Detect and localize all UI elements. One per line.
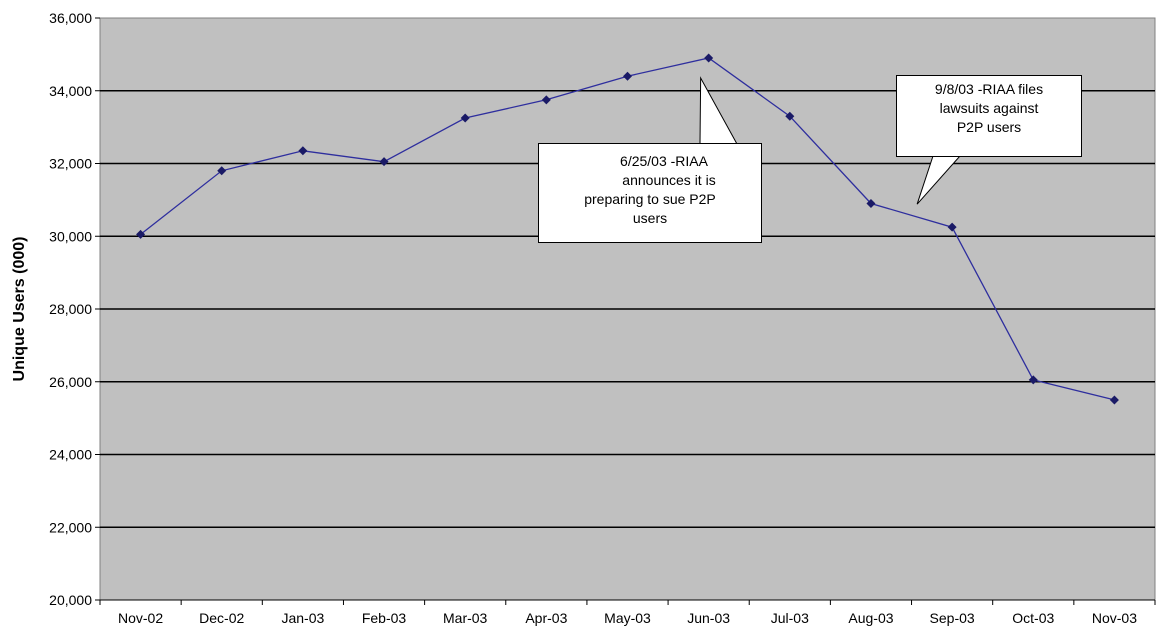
callout-line: lawsuits against (939, 100, 1039, 116)
data-point (541, 95, 551, 105)
x-tick-label: Apr-03 (525, 610, 567, 626)
y-tick-label: 32,000 (49, 156, 92, 172)
y-tick-label: 36,000 (49, 10, 92, 26)
x-tick-label: Nov-02 (118, 610, 163, 626)
callout-line: announces it is (622, 172, 716, 188)
callout-line: 6/25/03 -RIAA (620, 153, 708, 169)
x-tick-label: Nov-03 (1092, 610, 1137, 626)
data-point (298, 146, 308, 156)
data-point (1109, 395, 1119, 405)
callout-riaa-lawsuits: 9/8/03 -RIAA files lawsuits against P2P … (896, 75, 1082, 157)
y-axis-title: Unique Users (000) (11, 237, 28, 382)
data-point (379, 157, 389, 167)
data-point (785, 111, 795, 121)
y-axis-ticks: 20,000 22,000 24,000 26,000 28,000 30,000 32,0… (49, 10, 100, 608)
callout-line: users (632, 210, 668, 226)
callout-line: preparing to sue P2P (584, 191, 716, 207)
x-tick-label: Feb-03 (362, 610, 407, 626)
y-tick-label: 30,000 (49, 228, 92, 244)
data-point (136, 229, 146, 239)
y-tick-label: 26,000 (49, 374, 92, 390)
x-tick-label: Oct-03 (1012, 610, 1054, 626)
x-tick-label: Jan-03 (281, 610, 324, 626)
x-tick-label: May-03 (604, 610, 651, 626)
y-tick-label: 28,000 (49, 301, 92, 317)
x-tick-label: Aug-03 (848, 610, 893, 626)
x-tick-label: Jun-03 (687, 610, 730, 626)
y-tick-label: 24,000 (49, 447, 92, 463)
callout-line: 9/8/03 -RIAA files (934, 81, 1044, 97)
data-point (947, 222, 957, 232)
x-tick-label: Mar-03 (443, 610, 488, 626)
x-tick-label: Jul-03 (771, 610, 809, 626)
data-point (217, 166, 227, 176)
x-tick-label: Dec-02 (199, 610, 244, 626)
callout-riaa-announcement: 6/25/03 -RIAA announces it is preparing … (538, 143, 762, 243)
y-tick-label: 20,000 (49, 592, 92, 608)
data-point (623, 71, 632, 81)
data-point (460, 113, 470, 123)
data-point (866, 199, 876, 209)
x-tick-label: Sep-03 (930, 610, 975, 626)
y-tick-label: 34,000 (49, 83, 92, 99)
data-point (704, 53, 714, 63)
data-point (1028, 375, 1038, 385)
data-points (136, 53, 1119, 405)
callout-line: P2P users (956, 119, 1022, 135)
x-axis-ticks: Nov-02 Dec-02 Jan-03 Feb-03 Mar-03 Apr-03 May-… (99, 599, 1156, 626)
y-tick-label: 22,000 (49, 519, 92, 535)
